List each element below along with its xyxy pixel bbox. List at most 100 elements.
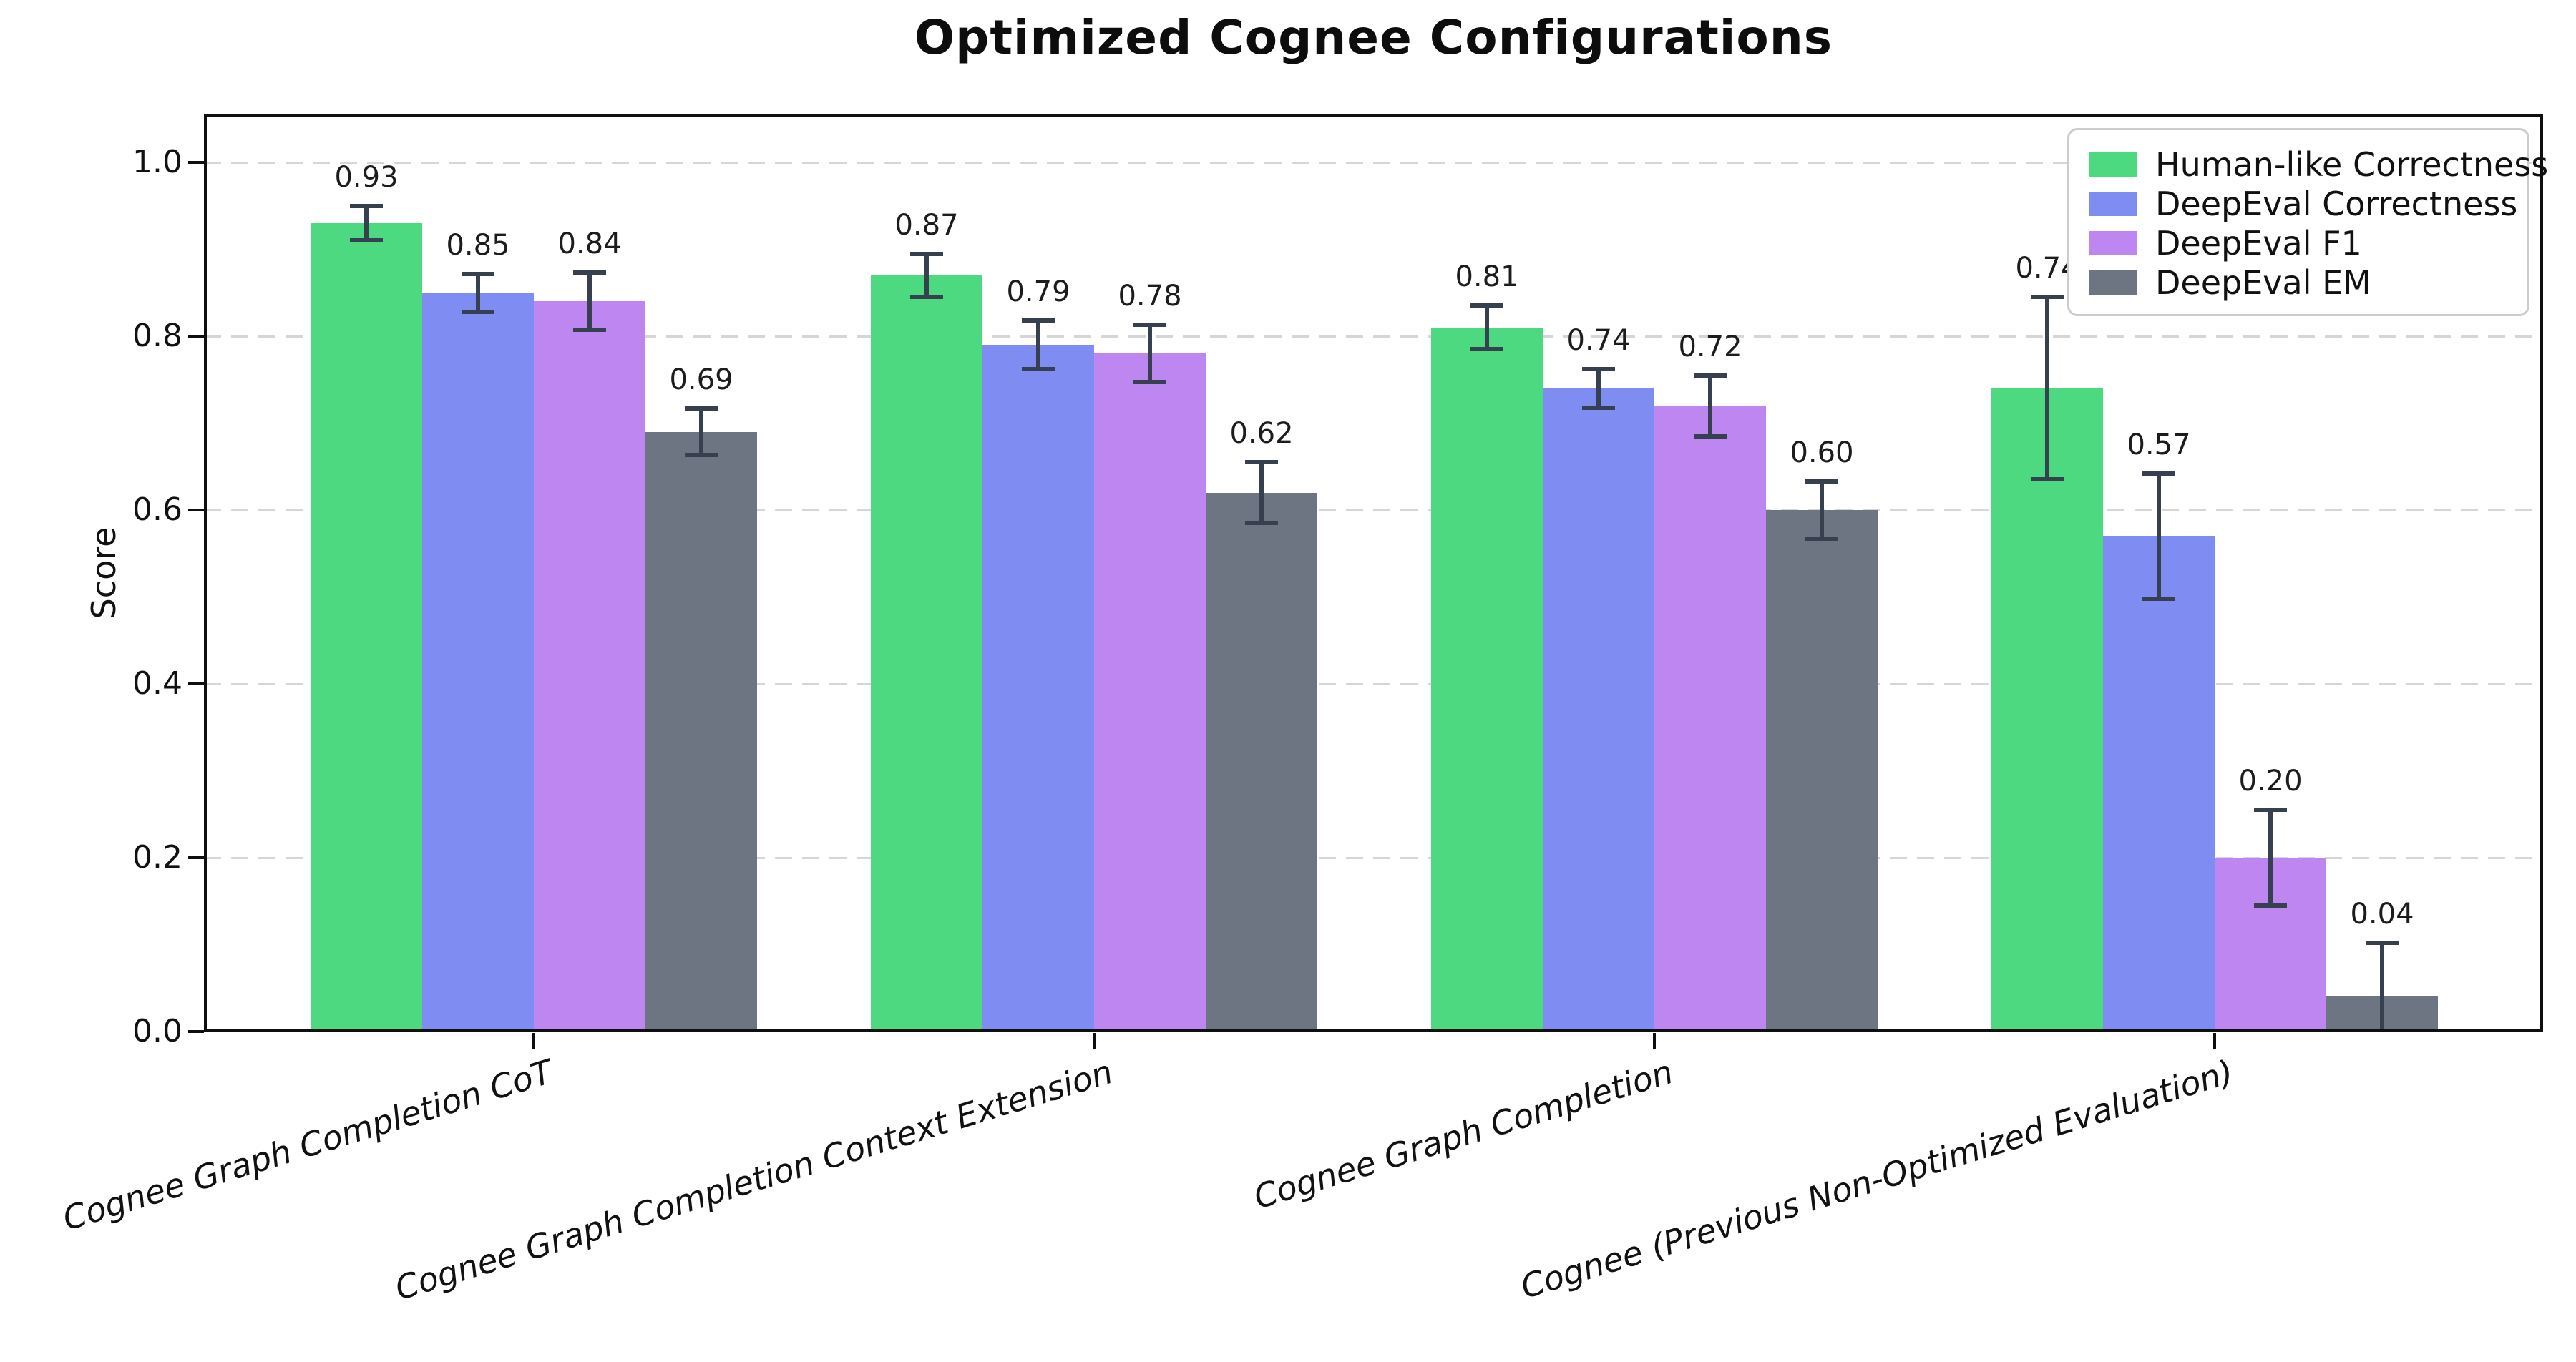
bar-human-like-correctness: [1991, 388, 2103, 1032]
error-bar: [924, 253, 929, 298]
error-bar-cap-top: [1245, 460, 1278, 465]
chart-title: Optimized Cognee Configurations: [914, 10, 1833, 65]
error-bar-cap-bottom: [2142, 596, 2175, 601]
error-bar: [2380, 943, 2384, 1032]
bar-value-label: 0.81: [1455, 260, 1519, 294]
error-bar-cap-top: [1805, 479, 1838, 484]
bar-value-label: 0.04: [2350, 898, 2414, 931]
error-bar: [1596, 369, 1601, 408]
x-tick-mark: [1653, 1033, 1656, 1049]
legend-swatch: [2089, 270, 2137, 295]
bar-value-label: 0.85: [446, 228, 510, 262]
bar-deepeval-correctness: [1543, 388, 1654, 1032]
error-bar-cap-bottom: [573, 328, 606, 333]
error-bar: [2157, 473, 2161, 599]
legend-item-label: DeepEval F1: [2155, 223, 2362, 263]
error-bar-cap-top: [1133, 323, 1166, 328]
error-bar: [2045, 297, 2049, 480]
bar-human-like-correctness: [311, 223, 422, 1032]
bar-deepeval-correctness: [2103, 536, 2215, 1032]
error-bar-cap-top: [1694, 373, 1727, 378]
bar-value-label: 0.93: [334, 160, 399, 194]
y-tick-label: 0.0: [132, 1013, 182, 1049]
error-bar-cap-top: [1582, 367, 1615, 372]
legend-item-label: DeepEval Correctness: [2155, 184, 2518, 223]
error-bar-cap-bottom: [2254, 903, 2287, 908]
y-tick-mark: [188, 682, 204, 685]
error-bar-cap-top: [2254, 808, 2287, 813]
legend-item: DeepEval EM: [2089, 263, 2527, 302]
chart-canvas: Optimized Cognee Configurations Score 0.…: [58, 10, 2549, 1308]
bar-value-label: 0.69: [669, 363, 733, 396]
gridline: [204, 335, 2543, 338]
error-bar-cap-top: [2142, 471, 2175, 476]
error-bar: [476, 273, 480, 312]
error-bar: [1485, 305, 1489, 350]
bar-value-label: 0.87: [894, 208, 959, 242]
error-bar: [587, 273, 592, 330]
error-bar-cap-bottom: [1582, 405, 1615, 410]
bar-value-label: 0.57: [2127, 428, 2191, 461]
error-bar-cap-bottom: [1805, 537, 1838, 542]
error-bar-cap-bottom: [1133, 380, 1166, 385]
y-tick-label: 0.8: [132, 318, 182, 354]
error-bar-cap-top: [910, 251, 943, 256]
x-tick-mark: [1093, 1033, 1096, 1049]
error-bar: [1148, 325, 1152, 383]
y-tick-mark: [188, 161, 204, 164]
x-tick-label: Cognee (Previous Non-Optimized Evaluatio…: [1516, 1052, 2238, 1306]
bar-deepeval-correctness: [982, 345, 1094, 1032]
gridline: [204, 162, 2543, 164]
error-bar-cap-bottom: [1245, 521, 1278, 526]
bar-value-label: 0.78: [1118, 280, 1182, 313]
error-bar-cap-bottom: [350, 238, 383, 243]
error-bar-cap-top: [462, 271, 494, 276]
y-tick-label: 1.0: [132, 144, 182, 180]
y-tick-label: 0.4: [132, 665, 182, 702]
error-bar: [1820, 481, 1824, 539]
error-bar-cap-bottom: [1022, 367, 1055, 372]
error-bar-cap-top: [573, 270, 606, 275]
gridline: [204, 857, 2543, 859]
bar-human-like-correctness: [1431, 327, 1543, 1032]
legend-item: Human-like Correctness: [2089, 144, 2548, 184]
y-tick-mark: [188, 856, 204, 859]
error-bar: [2268, 810, 2273, 906]
error-bar-cap-bottom: [2031, 477, 2064, 482]
y-tick-mark: [188, 335, 204, 338]
legend: Human-like Correctness DeepEval Correctne…: [2067, 128, 2548, 316]
bar-deepeval-f1: [1654, 406, 1766, 1032]
x-tick-label: Cognee Graph Completion Context Extensio…: [390, 1052, 1118, 1308]
error-bar-cap-top: [350, 203, 383, 208]
error-bar-cap-top: [1470, 303, 1503, 308]
error-bar-cap-top: [1022, 318, 1055, 323]
x-tick-label: Cognee Graph Completion: [1249, 1052, 1678, 1217]
bar-human-like-correctness: [871, 275, 982, 1032]
error-bar-cap-bottom: [685, 453, 718, 458]
bar-value-label: 0.84: [557, 227, 622, 261]
error-bar-cap-top: [685, 406, 718, 411]
plot-area: 0.93 0.87 0.81 0.74 0.85 0.79 0.74 0.57 0.84 0.78…: [204, 114, 2543, 1032]
legend-swatch: [2089, 230, 2137, 255]
bar-deepeval-em: [1766, 510, 1878, 1032]
error-bar-cap-bottom: [910, 295, 943, 300]
bar-value-label: 0.60: [1790, 436, 1854, 469]
bar-value-label: 0.74: [1566, 324, 1631, 358]
error-bar-cap-bottom: [1694, 433, 1727, 439]
y-tick-mark: [188, 509, 204, 511]
bar-value-label: 0.62: [1229, 417, 1294, 451]
x-tick-mark: [532, 1033, 535, 1049]
y-tick-label: 0.2: [132, 839, 182, 876]
error-bar: [1708, 375, 1712, 436]
error-bar: [1259, 462, 1264, 524]
legend-item: DeepEval F1: [2089, 223, 2527, 263]
bar-value-label: 0.72: [1678, 330, 1742, 363]
legend-item-label: DeepEval EM: [2155, 263, 2371, 302]
error-bar-cap-bottom: [1470, 347, 1503, 352]
legend-swatch: [2089, 191, 2137, 216]
bar-value-label: 0.79: [1006, 275, 1070, 309]
bar-deepeval-f1: [1094, 353, 1206, 1032]
legend-swatch: [2089, 152, 2137, 177]
x-tick-mark: [2213, 1033, 2216, 1049]
y-tick-mark: [188, 1030, 204, 1033]
